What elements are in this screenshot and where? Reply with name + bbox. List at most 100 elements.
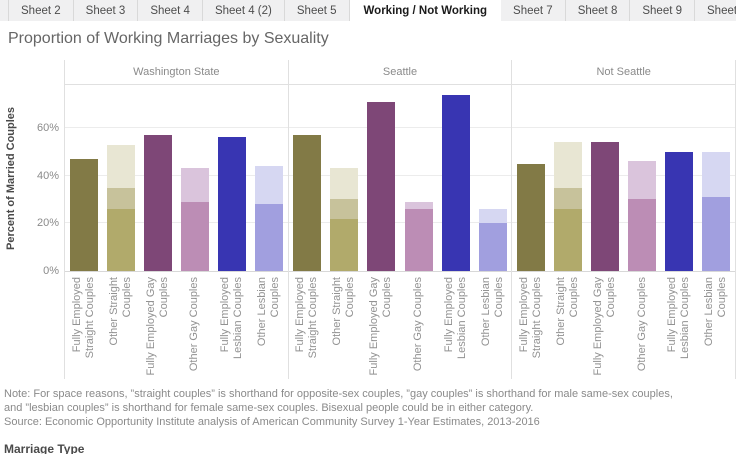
title-block: Proportion of Working Marriages by Sexua…: [0, 21, 736, 60]
category-label-cell: Other Straight Couples: [326, 272, 363, 379]
bar-other-straight-couples[interactable]: [330, 168, 359, 271]
tab-working-not-working[interactable]: Working / Not Working: [349, 0, 502, 21]
bar-cell: [587, 85, 624, 271]
tab-sheet-4[interactable]: Sheet 4: [138, 0, 203, 21]
bar-fully-employed-gay-couples[interactable]: [591, 142, 620, 271]
bar-segment-1[interactable]: [69, 158, 98, 271]
note-block: Note: For space reasons, ”straight coupl…: [4, 387, 736, 429]
panel-header-washington-state: Washington State: [65, 60, 288, 85]
bar-other-straight-couples[interactable]: [106, 144, 135, 271]
category-labels-row: Fully Employed Straight Couples Other Stra…: [289, 272, 512, 379]
tab-sheet-5[interactable]: Sheet 5: [285, 0, 350, 21]
category-label-cell: Fully Employed Lesbian Couples: [661, 272, 698, 379]
category-label-line: Couples: [605, 277, 618, 318]
bar-segment-1[interactable]: [217, 137, 246, 271]
bar-segment-1[interactable]: [665, 151, 694, 271]
bar-segment-1[interactable]: [106, 209, 135, 271]
panel-not-seattle: Not Seattle Fully Employed Straight Couple…: [511, 60, 736, 379]
bar-segment-1[interactable]: [628, 199, 657, 271]
bar-cell: [474, 85, 511, 271]
bar-other-straight-couples[interactable]: [554, 142, 582, 271]
tab-sheet-9[interactable]: Sheet 9: [630, 0, 696, 21]
category-label-fully-employed-straight-couples: Fully Employed Straight Couples: [71, 277, 97, 377]
category-label-line: Fully Employed: [666, 277, 679, 353]
bar-other-lesbian-couples[interactable]: [702, 151, 731, 271]
bar-segment-3[interactable]: [554, 142, 582, 188]
bar-cell: [661, 85, 698, 271]
bar-fully-employed-straight-couples[interactable]: [293, 135, 322, 271]
bar-cell: [400, 85, 437, 271]
bar-fully-employed-lesbian-couples[interactable]: [217, 137, 246, 271]
tab-sheet-7[interactable]: Sheet 7: [501, 0, 566, 21]
category-label-line: Straight Couples: [83, 277, 96, 359]
bar-segment-2[interactable]: [554, 187, 582, 209]
bar-segment-1[interactable]: [516, 163, 545, 271]
bar-segment-2[interactable]: [404, 201, 433, 209]
bar-segment-2[interactable]: [106, 187, 135, 209]
category-label-line: Lesbian Couples: [679, 277, 692, 359]
bar-cell: [549, 85, 586, 271]
bar-fully-employed-gay-couples[interactable]: [143, 135, 172, 271]
category-label-cell: Other Gay Couples: [400, 272, 437, 379]
bar-segment-2[interactable]: [330, 199, 359, 219]
bar-segment-1[interactable]: [478, 223, 507, 271]
category-label-line: Lesbian Couples: [231, 277, 244, 359]
bar-other-gay-couples[interactable]: [628, 161, 657, 271]
bar-segment-2[interactable]: [702, 151, 731, 198]
bar-segment-1[interactable]: [702, 197, 731, 271]
panel-seattle: Seattle Fully Employed Straight Couples Oth…: [287, 60, 512, 379]
gridline-40: [288, 174, 512, 176]
bar-other-lesbian-couples[interactable]: [478, 209, 507, 271]
bar-segment-2[interactable]: [628, 161, 657, 200]
bar-fully-employed-straight-couples[interactable]: [516, 163, 545, 271]
bar-segment-1[interactable]: [404, 209, 433, 271]
bar-cell: [326, 85, 363, 271]
category-label-cell: Fully Employed Gay Couples: [139, 272, 176, 379]
bar-segment-2[interactable]: [478, 209, 507, 224]
tab-sheet-8[interactable]: Sheet 8: [566, 0, 631, 21]
category-label-cell: Other Straight Couples: [102, 272, 139, 379]
bar-other-lesbian-couples[interactable]: [255, 166, 284, 271]
bar-segment-1[interactable]: [367, 101, 396, 271]
category-label-line: Lesbian Couples: [455, 277, 468, 359]
y-tick-0: 0%: [43, 265, 59, 277]
bar-segment-1[interactable]: [143, 135, 172, 271]
category-label-fully-employed-lesbian-couples: Fully Employed Lesbian Couples: [666, 277, 692, 377]
category-label-cell: Other Gay Couples: [176, 272, 213, 379]
tab-sheet-3[interactable]: Sheet 3: [74, 0, 139, 21]
bar-segment-2[interactable]: [180, 168, 209, 202]
bar-segment-1[interactable]: [441, 94, 470, 271]
bar-segment-1[interactable]: [330, 218, 359, 271]
category-label-fully-employed-straight-couples: Fully Employed Straight Couples: [294, 277, 320, 377]
bar-other-gay-couples[interactable]: [404, 201, 433, 271]
y-axis: Percent of Married Couples 0% 20% 40% 60%: [0, 60, 64, 379]
bar-other-gay-couples[interactable]: [180, 168, 209, 271]
bar-segment-1[interactable]: [293, 135, 322, 271]
bar-fully-employed-gay-couples[interactable]: [367, 101, 396, 271]
gridline-20: [512, 222, 736, 224]
category-label-line: Fully Employed Gay: [144, 277, 157, 376]
category-label-line: Other Straight: [554, 277, 567, 346]
bar-fully-employed-lesbian-couples[interactable]: [665, 151, 694, 271]
gridline-20: [65, 222, 288, 224]
category-label-line: Fully Employed: [442, 277, 455, 353]
bar-fully-employed-straight-couples[interactable]: [69, 158, 98, 271]
bar-fully-employed-lesbian-couples[interactable]: [441, 94, 470, 271]
bar-segment-3[interactable]: [106, 144, 135, 188]
tab-sheet-4-2[interactable]: Sheet 4 (2): [203, 0, 285, 21]
tab-sheet-10[interactable]: Sheet 10: [695, 0, 736, 21]
bar-segment-2[interactable]: [255, 166, 284, 205]
category-label-line: Couples: [567, 277, 580, 318]
category-label-other-straight-couples: Other Straight Couples: [331, 277, 357, 377]
category-label-other-lesbian-couples: Other Lesbian Couples: [256, 277, 282, 377]
category-label-cell: Fully Employed Gay Couples: [587, 272, 624, 379]
bar-segment-3[interactable]: [330, 168, 359, 200]
bar-segment-1[interactable]: [591, 142, 620, 271]
bar-cell: [176, 85, 213, 271]
bar-segment-1[interactable]: [180, 201, 209, 271]
bar-segment-1[interactable]: [554, 209, 582, 271]
tab-sheet-2[interactable]: Sheet 2: [8, 0, 74, 21]
plot-area: [65, 85, 288, 272]
bar-segment-1[interactable]: [255, 204, 284, 271]
